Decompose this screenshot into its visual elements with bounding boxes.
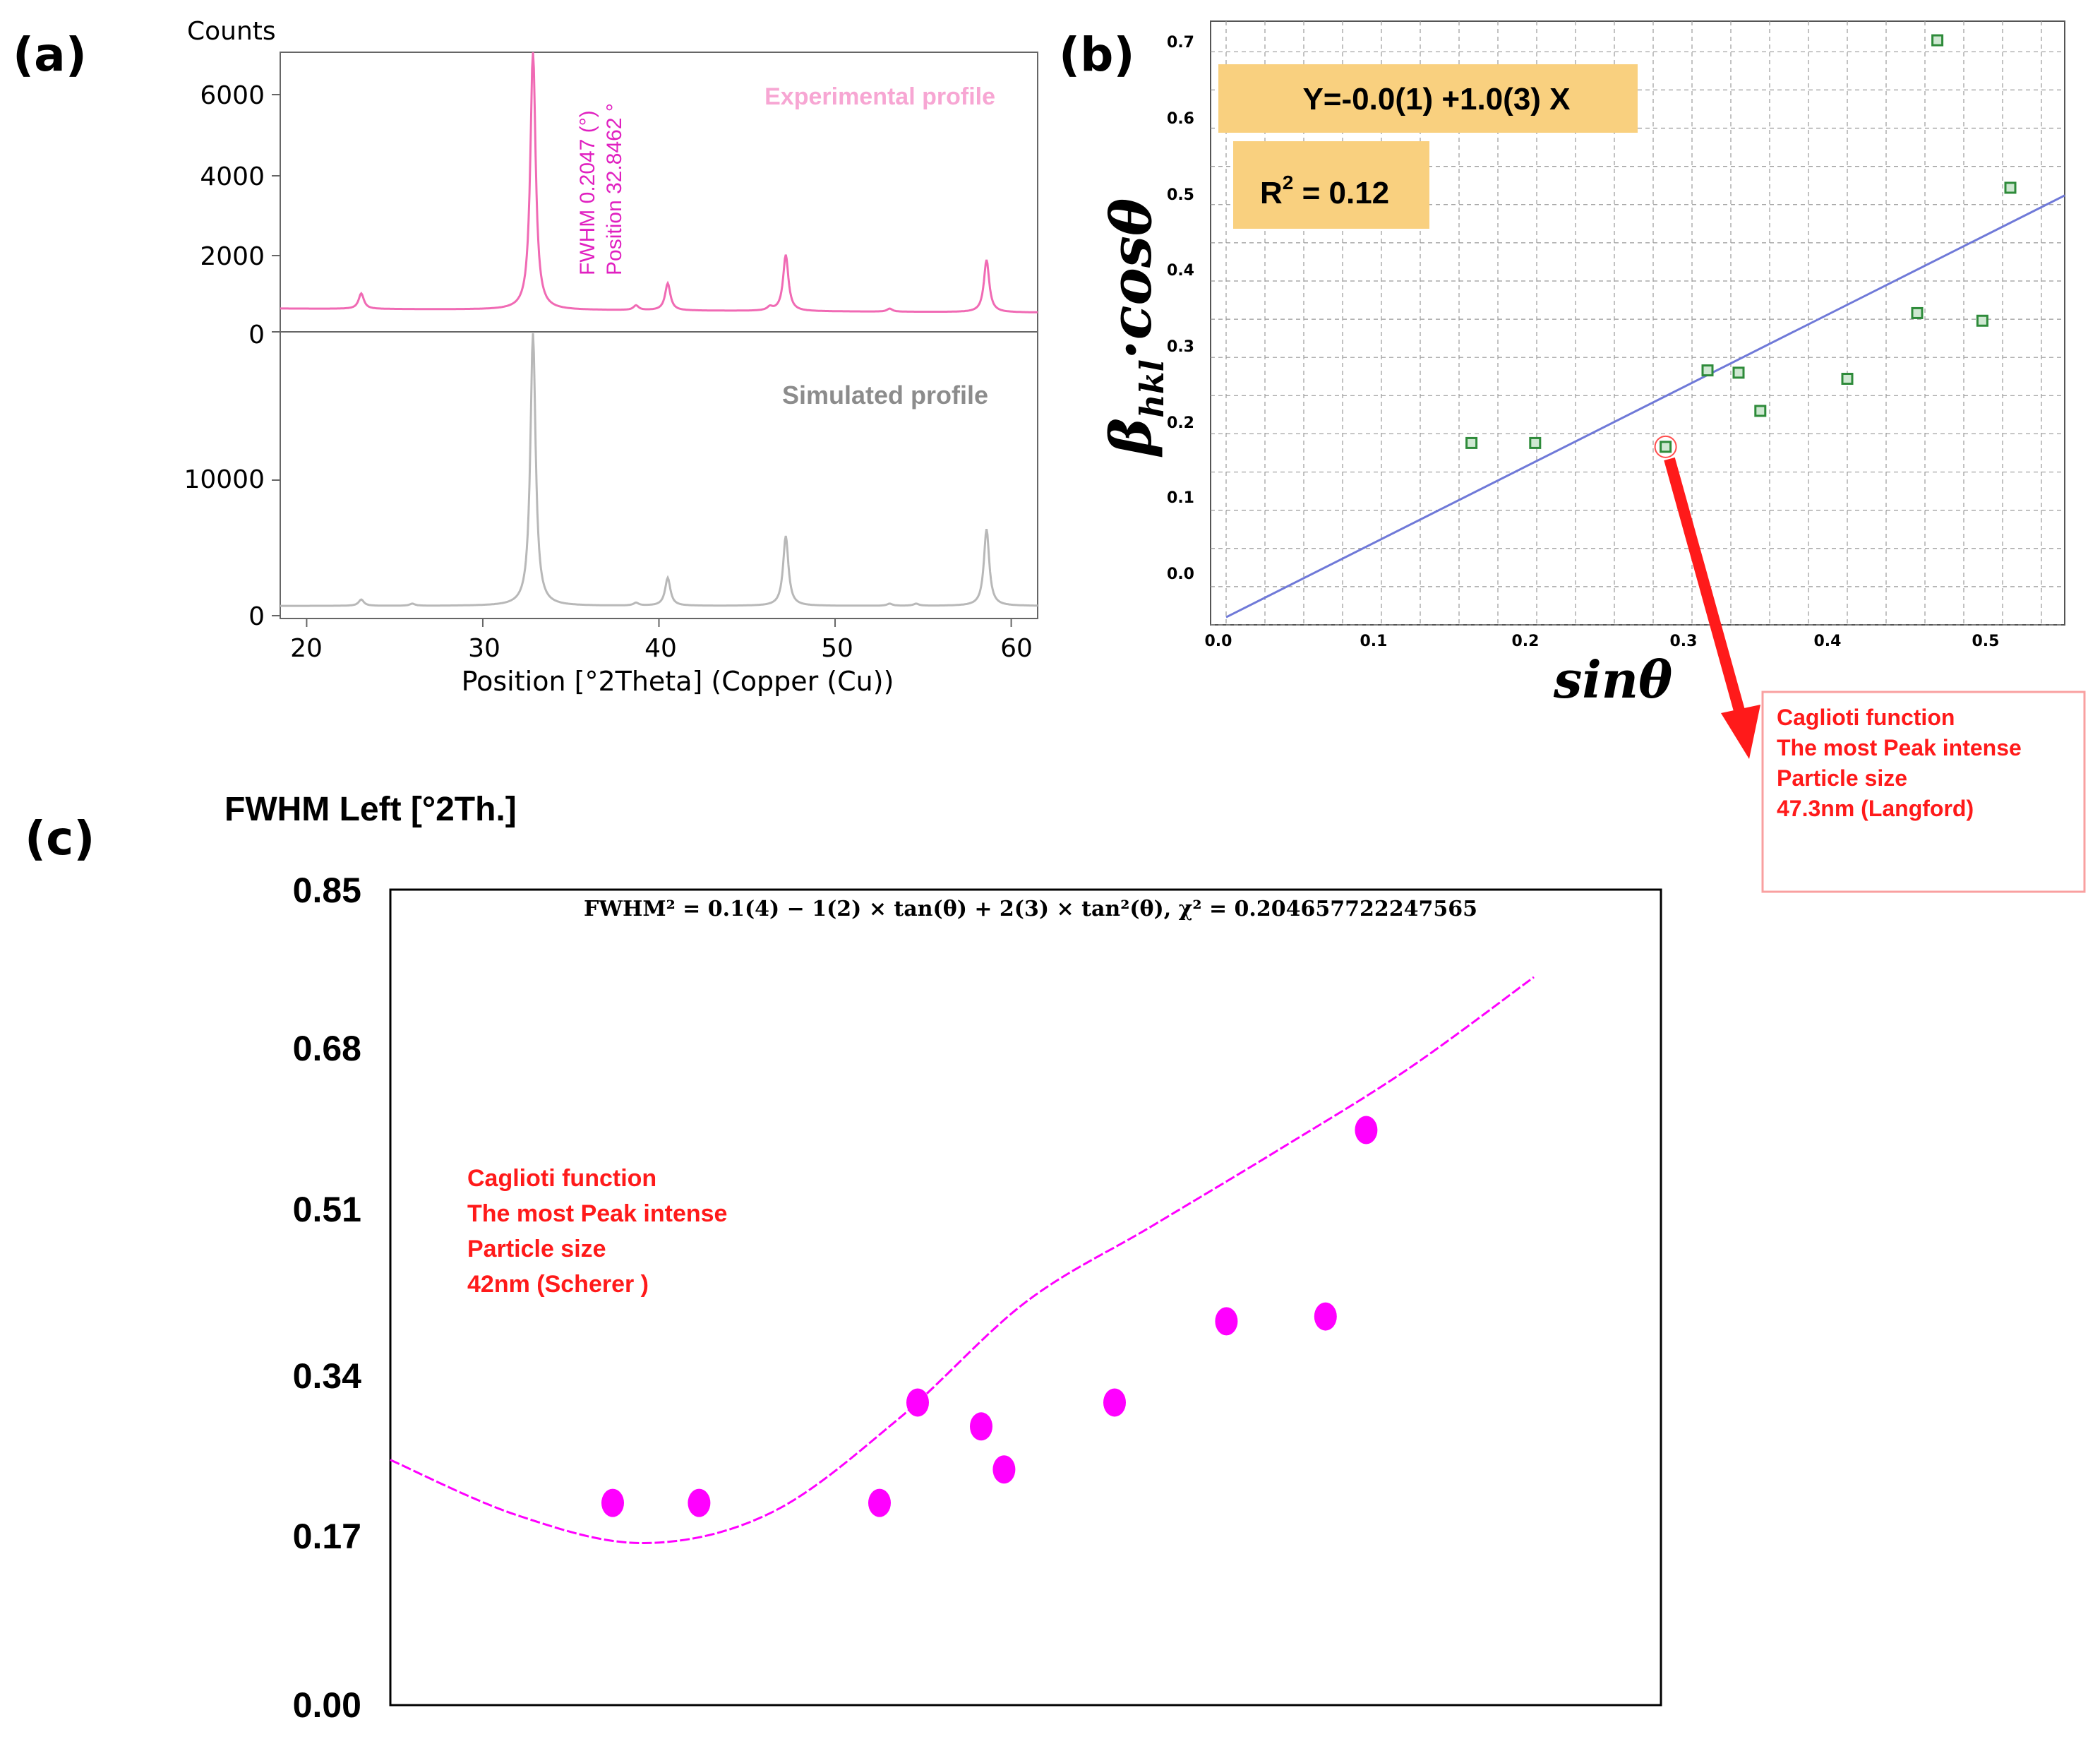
c-y-tick-0.00: 0.00 (293, 1685, 361, 1725)
c-data-point (1103, 1388, 1126, 1417)
b-y-tick-0.0: 0.0 (1167, 566, 1194, 583)
panel-a-label: (a) (13, 28, 87, 82)
a-x-title: Position [°2Theta] (Copper (Cu)) (462, 666, 894, 697)
panel-b-points (1465, 34, 2017, 458)
b-note-line-3: Particle size (1777, 765, 1907, 791)
c-data-point (601, 1488, 624, 1517)
b-data-point (2004, 181, 2017, 194)
peak-fwhm-note: FWHM 0.2047 (°) (576, 110, 599, 275)
b-data-point (1754, 405, 1767, 417)
b-y-title-sub: hkl (1133, 359, 1171, 418)
panel-c-frame (389, 888, 1662, 1707)
a-bottom-tick-10000: 10000 (184, 465, 265, 494)
b-y-tick-0.5: 0.5 (1167, 186, 1194, 204)
b-highlight-circle (1654, 435, 1677, 458)
a-top-tick-0: 0 (248, 321, 265, 349)
c-data-point (906, 1388, 929, 1417)
r-squared: R2 = 0.12 (1260, 172, 1389, 210)
b-y-tick-0.3: 0.3 (1167, 338, 1194, 356)
a-x-tick-60: 60 (1000, 634, 1033, 663)
c-data-point (992, 1455, 1016, 1484)
peak-position-note: Position 32.8462 ° (603, 103, 626, 275)
a-top-tick-4000: 4000 (200, 162, 265, 191)
b-y-title-rest: ·cosθ (1098, 198, 1164, 359)
experimental-profile-line (280, 52, 1038, 313)
a-x-tick-40: 40 (644, 634, 677, 663)
a-bottom-tick-0: 0 (248, 602, 265, 631)
equation-box (1218, 64, 1638, 133)
c-data-point (868, 1488, 891, 1517)
caglioti-formula: FWHM² = 0.1(4) − 1(2) × tan(θ) + 2(3) × … (584, 897, 1477, 921)
c-data-point (1314, 1302, 1337, 1331)
b-x-tick-0.1: 0.1 (1360, 633, 1388, 650)
panel-a-ticks (272, 94, 1012, 627)
b-data-point (1465, 436, 1478, 449)
b-data-point (1732, 366, 1745, 379)
b-data-point (1660, 441, 1672, 453)
a-x-tick-30: 30 (468, 634, 500, 663)
c-y-tick-0.68: 0.68 (293, 1029, 361, 1068)
b-data-point (1911, 306, 1924, 319)
regression-equation: Y=-0.0(1) +1.0(3) X (1302, 82, 1570, 116)
c-y-tick-0.51: 0.51 (293, 1190, 361, 1229)
panel-c-points (601, 1116, 1378, 1517)
b-y-tick-0.7: 0.7 (1167, 34, 1194, 52)
b-y-tick-0.6: 0.6 (1167, 110, 1194, 128)
b-y-tick-0.4: 0.4 (1167, 262, 1194, 280)
r2-prefix: R (1260, 176, 1283, 210)
b-note-line-4: 47.3nm (Langford) (1777, 796, 1974, 821)
b-x-tick-0.2: 0.2 (1512, 633, 1540, 650)
b-data-point (1976, 314, 1988, 327)
b-x-tick-0.0: 0.0 (1205, 633, 1232, 650)
c-note-line-2: The most Peak intense (467, 1200, 727, 1227)
linear-fit-line (1225, 194, 2065, 618)
b-note-line-2: The most Peak intense (1777, 735, 2022, 760)
panel-a-y-title: Counts (187, 17, 276, 46)
a-top-tick-2000: 2000 (200, 242, 265, 271)
a-top-tick-6000: 6000 (200, 81, 265, 110)
b-y-tick-0.2: 0.2 (1167, 414, 1194, 432)
r2-superscript: 2 (1283, 172, 1294, 193)
c-y-tick-0.17: 0.17 (293, 1517, 361, 1556)
b-x-title: sinθ (1553, 650, 1672, 710)
b-y-title-beta: β (1098, 418, 1164, 458)
b-data-point (1931, 34, 1944, 47)
panel-b-note-box (1761, 691, 2086, 893)
b-x-tick-0.5: 0.5 (1972, 633, 2000, 650)
b-data-point (1529, 436, 1542, 449)
b-y-tick-0.1: 0.1 (1167, 489, 1194, 507)
a-x-tick-20: 20 (290, 634, 323, 663)
c-y-tick-0.85: 0.85 (293, 871, 361, 910)
annotation-arrow-head (1721, 705, 1760, 759)
c-y-title: FWHM Left [°2Th.] (224, 791, 517, 828)
c-data-point (1355, 1116, 1378, 1145)
b-y-title: βhkl·cosθ (1098, 198, 1171, 458)
c-data-point (688, 1488, 711, 1517)
c-note-line-1: Caglioti function (467, 1165, 656, 1192)
panel-b-label: (b) (1059, 28, 1135, 82)
b-x-tick-0.3: 0.3 (1670, 633, 1698, 650)
b-x-tick-0.4: 0.4 (1814, 633, 1842, 650)
a-x-tick-50: 50 (821, 634, 853, 663)
c-y-tick-0.34: 0.34 (293, 1356, 362, 1396)
r2-box (1233, 141, 1429, 229)
b-data-point (1841, 373, 1854, 386)
experimental-profile-label: Experimental profile (764, 83, 995, 110)
c-data-point (1215, 1307, 1238, 1336)
c-note-line-4: 42nm (Scherer ) (467, 1271, 649, 1298)
caglioti-fit-curve (390, 976, 1535, 1545)
b-note-line-1: Caglioti function (1777, 705, 1955, 730)
c-note-line-3: Particle size (467, 1236, 606, 1262)
c-data-point (970, 1412, 992, 1441)
annotation-arrow-shaft (1664, 457, 1746, 715)
simulated-profile-label: Simulated profile (782, 381, 988, 410)
panel-c-label: (c) (25, 811, 95, 866)
r2-value: = 0.12 (1293, 176, 1389, 210)
panel-a-frame (280, 52, 1038, 619)
b-data-point (1701, 364, 1714, 377)
simulated-profile-line (280, 333, 1038, 607)
